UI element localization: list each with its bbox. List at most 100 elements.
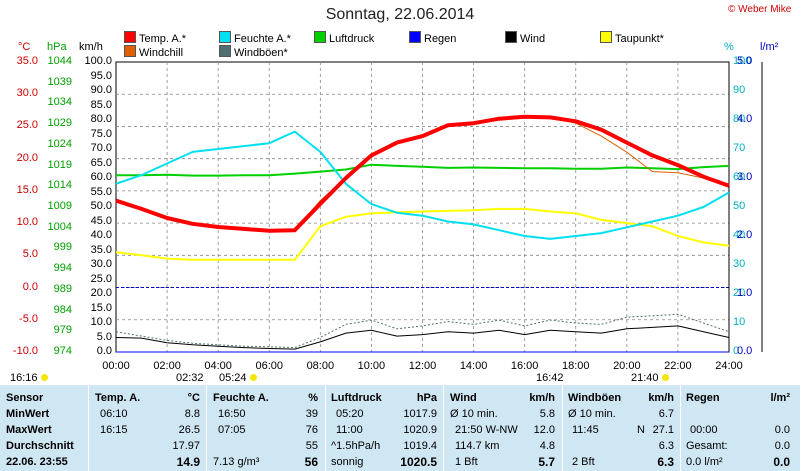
percent-tick-label: 80 — [733, 113, 746, 125]
boeen-avg10-label: Ø 10 min. — [568, 408, 616, 420]
sun-time-b: 05:24 — [219, 372, 247, 384]
temp-max-time: 16:15 — [100, 424, 128, 436]
percent-tick-label: 40 — [733, 229, 746, 241]
druck-max: 1020.9 — [403, 424, 437, 436]
wind-avg: 4.8 — [539, 440, 555, 452]
kmh-tick-label: 5.0 — [96, 330, 112, 343]
hpa-tick-label: 979 — [53, 324, 72, 337]
legend-item: Windböen* — [219, 45, 288, 59]
feuchte-min: 39 — [305, 408, 318, 420]
legend-label: Windböen* — [234, 47, 288, 59]
celsius-tick-label: 20.0 — [16, 151, 38, 164]
sun-marker-b: 05:24 — [219, 372, 257, 384]
kmh-tick-label: 95.0 — [90, 69, 112, 82]
celsius-tick-label: 35.0 — [16, 55, 38, 67]
x-tick-label: 10:00 — [357, 360, 386, 372]
feuchte-unit: % — [308, 392, 318, 404]
legend-swatch — [219, 45, 231, 57]
x-tick-label: 12:00 — [408, 360, 437, 372]
chart-plot — [115, 61, 763, 353]
series-taupunkt — [115, 207, 730, 261]
hpa-unit: hPa — [47, 41, 67, 53]
chart-title: Sonntag, 22.06.2014 — [325, 6, 475, 23]
celsius-unit: °C — [18, 41, 31, 53]
kmh-tick-label: 100.0 — [84, 55, 112, 67]
lm2-unit: l/m² — [760, 41, 779, 53]
celsius-tick-label: -5.0 — [19, 312, 38, 325]
boeen-avg: 6.3 — [658, 440, 674, 452]
col-divider — [206, 385, 207, 471]
wind-distance: 114.7 km — [455, 440, 500, 452]
lm2-tick-label: 5.0 — [737, 55, 753, 67]
row-label-min: MinWert — [6, 408, 50, 420]
sun-time-d: 21:40 — [631, 372, 659, 384]
boeen-head: Windböen — [568, 392, 622, 404]
regen-day: 0.0 l/m² — [686, 456, 723, 468]
druck-min-time: 05:20 — [336, 408, 364, 420]
kmh-tick-label: 65.0 — [90, 156, 112, 169]
temp-unit: °C — [187, 392, 200, 404]
legend-item: Windchill — [124, 45, 183, 59]
legend-item: Luftdruck — [314, 31, 374, 45]
credit-text: © Weber Mike — [728, 4, 792, 15]
kmh-tick-label: 10.0 — [90, 316, 112, 328]
temp-avg: 17.97 — [172, 440, 200, 452]
col-divider — [562, 385, 563, 471]
wind-current: 5.7 — [538, 455, 555, 469]
percent-tick-label: 90 — [733, 84, 746, 96]
x-tick-label: 00:00 — [102, 360, 130, 372]
lm2-tick-label: 2.0 — [737, 229, 753, 241]
kmh-tick-label: 90.0 — [90, 84, 112, 96]
legend-swatch — [219, 31, 231, 43]
celsius-tick-label: -10.0 — [12, 345, 38, 357]
hpa-tick-label: 999 — [53, 241, 72, 254]
kmh-tick-label: 20.0 — [90, 287, 112, 299]
legend-item: Feuchte A.* — [219, 31, 291, 45]
kmh-tick-label: 80.0 — [90, 113, 112, 125]
x-tick-label: 06:00 — [255, 360, 284, 372]
feuchte-max-time: 07:05 — [218, 424, 246, 436]
series-luftdruck — [116, 163, 730, 177]
sunrise-label: 16:16 — [10, 372, 48, 384]
x-tick-label: 18:00 — [561, 360, 590, 372]
legend-item: Temp. A.* — [124, 31, 186, 45]
druck-min: 1017.9 — [403, 408, 437, 420]
x-tick-label: 16:00 — [510, 360, 539, 372]
wind-avg10-label: Ø 10 min. — [450, 408, 498, 420]
lm2-tick-label: 4.0 — [737, 113, 753, 125]
kmh-tick-label: 35.0 — [90, 243, 112, 256]
temp-head: Temp. A. — [95, 392, 141, 404]
legend-swatch — [409, 31, 421, 43]
druck-weather: sonnig — [331, 456, 364, 468]
legend-label: Temp. A.* — [139, 33, 187, 45]
legend-swatch — [124, 45, 136, 57]
boeen-unit: km/h — [648, 392, 674, 404]
boeen-max-dir: N — [637, 424, 645, 436]
kmh-tick-label: 85.0 — [90, 98, 112, 111]
sun-icon — [661, 374, 669, 381]
series-temp-a — [115, 114, 730, 233]
celsius-tick-label: 10.0 — [16, 216, 38, 229]
regen-time: 00:00 — [690, 424, 718, 436]
legend-item: Regen — [409, 31, 456, 45]
legend-swatch — [314, 31, 326, 43]
kmh-tick-label: 25.0 — [90, 272, 112, 285]
hpa-tick-label: 984 — [53, 303, 72, 316]
hpa-tick-label: 1039 — [47, 75, 72, 88]
boeen-max: 27.1 — [652, 424, 674, 436]
col-divider — [325, 385, 326, 471]
legend-label: Taupunkt* — [615, 33, 664, 45]
sun-time-a: 02:32 — [176, 372, 204, 384]
hpa-tick-label: 1019 — [47, 158, 72, 171]
druck-max-time: 11:00 — [336, 424, 363, 436]
kmh-tick-label: 40.0 — [90, 229, 112, 241]
sunrise-time: 16:16 — [10, 372, 38, 384]
celsius-tick-label: 0.0 — [22, 280, 38, 293]
regen-unit: l/m² — [770, 392, 790, 404]
sun-marker-c: 16:42 — [536, 372, 564, 384]
row-label-sensor: Sensor — [6, 392, 44, 404]
wind-max-time-dir: 21:50 W-NW — [455, 424, 518, 436]
temp-current: 14.9 — [176, 455, 200, 469]
lm2-tick-label: 0.0 — [737, 345, 753, 357]
